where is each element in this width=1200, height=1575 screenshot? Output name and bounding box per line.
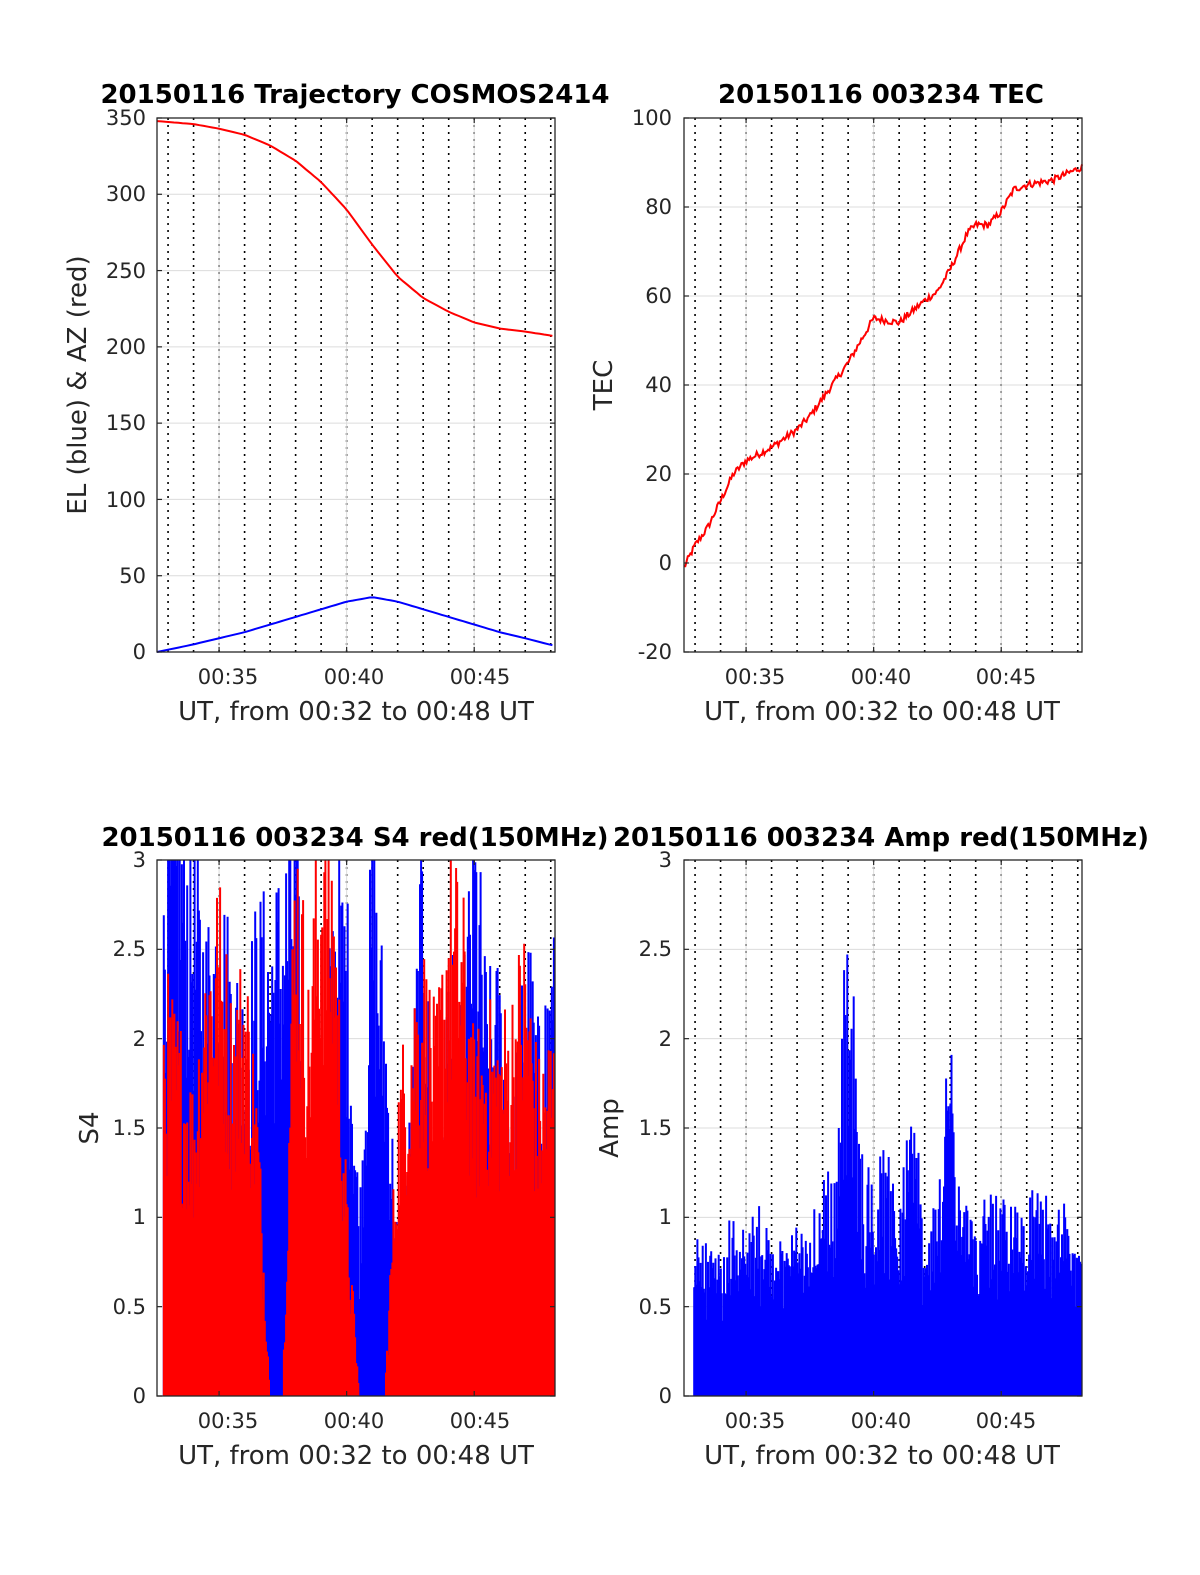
amp-ticks bbox=[684, 859, 1082, 1397]
series-spikes bbox=[693, 954, 1082, 1396]
s4-ytick-label: 1.5 bbox=[113, 1116, 146, 1140]
tec-ytick-label: -20 bbox=[638, 640, 672, 664]
tec-series bbox=[684, 164, 1083, 568]
trajectory-series bbox=[156, 120, 553, 653]
tec-ytick-label: 0 bbox=[659, 551, 672, 575]
s4-xtick-label: 00:35 bbox=[198, 1409, 259, 1433]
trajectory-ytick-label: 200 bbox=[106, 335, 146, 359]
trajectory-xlabel: UT, from 00:32 to 00:48 UT bbox=[178, 697, 534, 727]
amp-ytick-label: 2 bbox=[659, 1027, 672, 1051]
trajectory-ytick-label: 0 bbox=[133, 640, 146, 664]
amp-title: 20150116 003234 Amp red(150MHz) bbox=[613, 823, 1149, 853]
tec-xtick-label: 00:35 bbox=[725, 665, 786, 689]
s4-ytick-label: 2 bbox=[133, 1027, 146, 1051]
tec-ytick-label: 100 bbox=[632, 106, 672, 130]
amp-ytick-label: 0.5 bbox=[639, 1295, 672, 1319]
s4-ticks bbox=[157, 859, 555, 1397]
tec-ticks bbox=[684, 117, 1082, 653]
tec-ylabel: TEC bbox=[589, 360, 619, 411]
trajectory-xtick-label: 00:45 bbox=[450, 665, 511, 689]
tec-xtick-label: 00:45 bbox=[976, 665, 1037, 689]
trajectory-xtick-label: 00:35 bbox=[198, 665, 259, 689]
trajectory-xtick-label: 00:40 bbox=[324, 665, 385, 689]
series-spikes bbox=[162, 860, 555, 1396]
tec-ytick-label: 20 bbox=[645, 462, 672, 486]
trajectory-grid bbox=[157, 117, 555, 653]
s4-ytick-label: 0 bbox=[133, 1384, 146, 1408]
amp-ylabel: Amp bbox=[595, 1098, 625, 1158]
s4-panel: 20150116 003234 S4 red(150MHz) 00:35 00:… bbox=[75, 823, 609, 1471]
s4-xtick-label: 00:40 bbox=[324, 1409, 385, 1433]
s4-ytick-label: 3 bbox=[133, 848, 146, 872]
series-line-blue bbox=[156, 596, 553, 653]
trajectory-ytick-label: 250 bbox=[106, 259, 146, 283]
amp-xtick-label: 00:45 bbox=[976, 1409, 1037, 1433]
trajectory-axes-box bbox=[156, 117, 556, 653]
trajectory-ytick-label: 100 bbox=[106, 488, 146, 512]
s4-ytick-label: 0.5 bbox=[113, 1295, 146, 1319]
series-spikes-blue bbox=[693, 954, 1082, 1396]
amp-xtick-label: 00:35 bbox=[725, 1409, 786, 1433]
amp-panel: 20150116 003234 Amp red(150MHz) 00:35 00… bbox=[595, 823, 1149, 1471]
trajectory-ytick-label: 150 bbox=[106, 411, 146, 435]
s4-ytick-label: 2.5 bbox=[113, 937, 146, 961]
amp-ytick-label: 1.5 bbox=[639, 1116, 672, 1140]
trajectory-ytick-label: 350 bbox=[106, 106, 146, 130]
s4-ylabel: S4 bbox=[75, 1111, 105, 1144]
amp-ytick-label: 0 bbox=[659, 1384, 672, 1408]
s4-ytick-label: 1 bbox=[133, 1205, 146, 1229]
trajectory-ylabel: EL (blue) & AZ (red) bbox=[63, 255, 93, 514]
s4-xtick-label: 00:45 bbox=[450, 1409, 511, 1433]
trajectory-ticks bbox=[157, 117, 555, 653]
tec-ytick-label: 80 bbox=[645, 195, 672, 219]
trajectory-title: 20150116 Trajectory COSMOS2414 bbox=[100, 80, 609, 110]
tec-panel: 20150116 003234 TEC 00:35 00:40 00:45 -2… bbox=[589, 80, 1083, 727]
s4-xlabel: UT, from 00:32 to 00:48 UT bbox=[178, 1441, 534, 1471]
trajectory-plot-area bbox=[157, 118, 555, 652]
amp-series bbox=[693, 954, 1082, 1396]
tec-ytick-label: 60 bbox=[645, 284, 672, 308]
amp-ytick-label: 2.5 bbox=[639, 937, 672, 961]
tec-ytick-label: 40 bbox=[645, 373, 672, 397]
s4-series bbox=[162, 860, 555, 1396]
s4-title: 20150116 003234 S4 red(150MHz) bbox=[101, 823, 608, 853]
amp-xlabel: UT, from 00:32 to 00:48 UT bbox=[704, 1441, 1060, 1471]
trajectory-panel: 20150116 Trajectory COSMOS2414 00:35 00:… bbox=[63, 80, 610, 727]
trajectory-ytick-label: 50 bbox=[119, 564, 146, 588]
tec-xtick-label: 00:40 bbox=[851, 665, 912, 689]
series-spikes-red bbox=[162, 860, 555, 1396]
series-line-red bbox=[684, 164, 1083, 568]
tec-title: 20150116 003234 TEC bbox=[718, 80, 1044, 110]
tec-xlabel: UT, from 00:32 to 00:48 UT bbox=[704, 697, 1060, 727]
trajectory-ytick-label: 300 bbox=[106, 182, 146, 206]
amp-ytick-label: 1 bbox=[659, 1205, 672, 1229]
amp-xtick-label: 00:40 bbox=[851, 1409, 912, 1433]
series-line-red bbox=[156, 120, 553, 337]
amp-ytick-label: 3 bbox=[659, 848, 672, 872]
